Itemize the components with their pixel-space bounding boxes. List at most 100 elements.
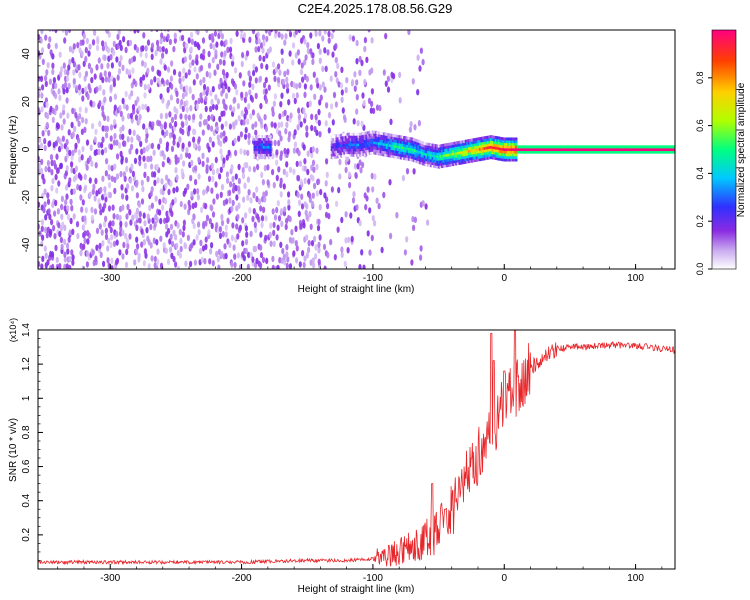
noise-cell <box>338 173 342 180</box>
noise-cell <box>315 163 319 171</box>
noise-cell <box>345 155 350 162</box>
noise-cell <box>271 264 275 269</box>
noise-cell <box>155 163 159 171</box>
noise-cell <box>142 239 146 246</box>
noise-cell <box>319 94 323 101</box>
noise-cell <box>310 151 314 159</box>
noise-cell <box>296 49 300 56</box>
noise-cell <box>355 108 359 115</box>
noise-cell <box>220 219 225 227</box>
noise-cell <box>192 79 196 86</box>
noise-cell <box>82 33 86 40</box>
noise-cell <box>164 198 168 205</box>
noise-cell <box>81 116 85 124</box>
noise-cell <box>105 132 109 139</box>
noise-cell <box>125 165 129 173</box>
noise-cell <box>189 260 193 268</box>
noise-cell <box>55 263 59 269</box>
noise-cell <box>142 32 146 39</box>
noise-cell <box>284 223 288 231</box>
noise-cell <box>386 86 391 93</box>
noise-cell <box>364 30 366 31</box>
noise-cell <box>129 177 133 184</box>
noise-cell <box>218 30 223 35</box>
noise-cell <box>54 244 58 252</box>
noise-cell <box>306 101 310 108</box>
noise-cell <box>251 215 255 223</box>
noise-cell <box>321 81 325 88</box>
noise-cell <box>277 139 281 147</box>
noise-cell <box>216 63 220 70</box>
noise-cell <box>196 30 200 36</box>
noise-cell <box>108 220 112 227</box>
noise-cell <box>288 166 293 174</box>
noise-cell <box>256 213 260 220</box>
noise-cell <box>178 252 182 259</box>
noise-cell <box>159 235 163 242</box>
noise-cell <box>66 248 70 255</box>
noise-cell <box>352 118 356 125</box>
noise-cell <box>280 33 284 40</box>
noise-cell <box>331 51 335 58</box>
noise-cell <box>340 216 344 224</box>
noise-cell <box>246 176 250 183</box>
noise-cell <box>51 107 55 115</box>
noise-cell <box>166 66 171 73</box>
noise-cell <box>64 169 68 177</box>
noise-cell <box>128 39 133 47</box>
noise-cell <box>217 32 221 40</box>
noise-cell <box>226 46 230 53</box>
noise-cell <box>90 160 94 167</box>
noise-cell <box>85 250 89 257</box>
noise-cell <box>143 171 147 178</box>
noise-cell <box>113 176 117 183</box>
noise-cell <box>53 210 57 217</box>
noise-cell <box>254 46 258 53</box>
noise-cell <box>230 261 234 268</box>
noise-cell <box>237 202 241 209</box>
snr-x-label: Height of straight line (km) <box>298 584 415 595</box>
noise-cell <box>318 30 322 37</box>
noise-cell <box>229 181 233 188</box>
noise-cell <box>109 84 113 91</box>
noise-cell <box>318 84 322 91</box>
noise-cell <box>66 213 71 221</box>
noise-cell <box>165 141 170 148</box>
noise-cell <box>185 99 189 107</box>
noise-cell <box>226 177 230 184</box>
noise-cell <box>246 263 250 269</box>
noise-cell <box>201 245 206 252</box>
noise-cell <box>293 129 297 136</box>
noise-cell <box>174 120 178 128</box>
noise-cell <box>169 180 173 187</box>
noise-cell <box>293 141 298 148</box>
noise-cell <box>70 205 74 212</box>
noise-cell <box>43 144 47 152</box>
noise-cell <box>215 250 219 258</box>
noise-cell <box>259 102 263 110</box>
noise-cell <box>199 92 203 99</box>
noise-cell <box>103 202 107 209</box>
noise-cell <box>220 123 224 130</box>
noise-cell <box>281 247 285 255</box>
noise-cell <box>317 178 321 185</box>
noise-cell <box>90 67 94 74</box>
noise-cell <box>224 135 228 143</box>
noise-cell <box>130 163 134 170</box>
x-tick-label: 0 <box>501 273 507 284</box>
noise-cell <box>303 255 307 262</box>
noise-cell <box>277 166 281 173</box>
noise-cell <box>262 40 266 47</box>
noise-cell <box>143 248 147 255</box>
noise-cell <box>332 91 337 99</box>
noise-cell <box>192 222 196 230</box>
noise-cell <box>254 129 258 136</box>
noise-cell <box>351 78 355 86</box>
noise-cell <box>280 220 284 227</box>
noise-cell <box>99 72 103 79</box>
noise-cell <box>102 114 107 122</box>
noise-cell <box>80 128 84 135</box>
noise-cell <box>261 179 265 186</box>
noise-cell <box>294 225 298 232</box>
noise-cell <box>241 51 245 59</box>
